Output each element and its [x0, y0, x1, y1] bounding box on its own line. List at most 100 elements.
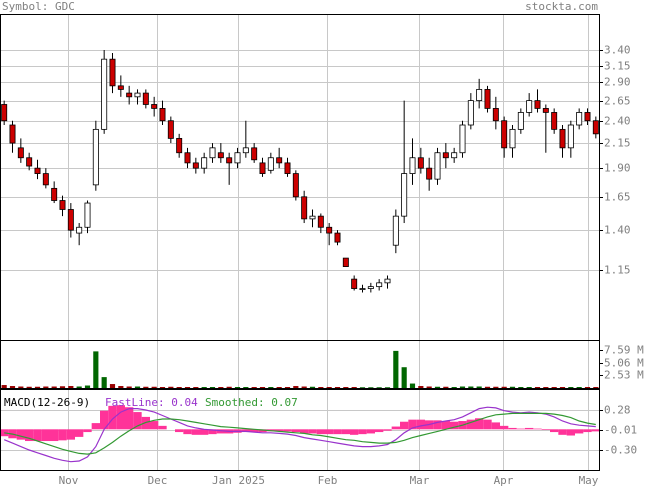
macd-histogram-bar: [350, 429, 359, 435]
macd-histogram-bar: [450, 421, 459, 430]
volume-bar: [476, 386, 482, 388]
candle-body: [267, 157, 274, 171]
volume-bar: [243, 387, 249, 388]
macd-histogram-bar: [550, 429, 559, 433]
volume-bar: [51, 386, 57, 388]
y-tick-label: 3.15: [604, 60, 631, 73]
candle-body: [384, 278, 391, 284]
macd-histogram-bar: [316, 429, 325, 435]
macd-line: [4, 412, 596, 455]
macd-histogram-bar: [291, 429, 300, 433]
candle-body: [484, 89, 491, 109]
candle-body: [559, 128, 566, 149]
macd-histogram-bar: [200, 429, 209, 435]
volume-bar: [576, 387, 582, 388]
candle-body: [217, 152, 224, 159]
volume-bar: [134, 386, 141, 388]
macd-histogram-bar: [583, 429, 592, 433]
y-tick-label: 1.15: [604, 264, 631, 277]
y-tick-label: 0.28: [604, 404, 631, 417]
macd-histogram-bar: [0, 429, 9, 437]
volume-bar: [309, 386, 316, 388]
macd-histogram-bar: [300, 429, 309, 434]
macd-histogram-bar: [441, 421, 450, 430]
candle-body: [551, 112, 558, 130]
candle-body: [209, 147, 216, 159]
volume-bar: [484, 386, 491, 388]
candle-body: [426, 167, 433, 180]
candle-body: [201, 157, 208, 169]
candle-body: [401, 173, 408, 217]
candle-body: [34, 167, 41, 174]
candle-body: [509, 128, 516, 149]
macd-histogram-bar: [525, 427, 534, 430]
volume-bar: [101, 377, 107, 388]
candle-body: [276, 157, 283, 164]
macd-histogram-bar: [308, 429, 317, 434]
volume-bar: [551, 387, 557, 388]
y-tick-label: 2.65: [604, 95, 631, 108]
volume-bar: [543, 387, 549, 388]
volume-bar: [526, 387, 532, 388]
macd-histogram-bar: [216, 429, 225, 434]
macd-histogram-bar: [475, 418, 484, 430]
macd-histogram-bar: [91, 423, 100, 430]
macd-histogram-bar: [341, 429, 350, 435]
legend-entry: Smoothed: 0.07: [205, 396, 298, 409]
candle-body: [167, 120, 174, 139]
macd-histogram-bar: [66, 429, 75, 440]
macd-histogram-bar: [391, 426, 400, 430]
candle-body: [301, 196, 308, 220]
candle-body: [42, 173, 49, 186]
macd-histogram-bar: [383, 429, 392, 431]
volume-bar: [126, 386, 132, 388]
macd-histogram-bar: [283, 429, 292, 432]
y-tick-label: -0.30: [604, 444, 637, 457]
volume-bar: [18, 386, 24, 388]
candle-body: [176, 137, 183, 154]
candle-body: [459, 124, 466, 154]
volume-bar: [434, 386, 441, 388]
volume-bar: [318, 387, 324, 388]
volume-bar: [193, 387, 199, 388]
macd-histogram-bar: [516, 428, 525, 430]
macd-histogram-bar: [183, 429, 192, 435]
candle-body: [534, 100, 541, 109]
candle-body: [151, 104, 158, 109]
macd-histogram-bar: [575, 429, 584, 434]
candle-body: [342, 257, 349, 267]
macd-histogram-bar: [566, 429, 575, 436]
candle-body: [251, 147, 258, 161]
volume-bar: [426, 386, 432, 388]
candle-body: [59, 200, 66, 210]
macd-histogram-bar: [250, 429, 259, 433]
candle-body: [526, 100, 533, 113]
volume-bar: [168, 386, 174, 388]
volume-bar: [43, 386, 49, 388]
macd-histogram-bar: [325, 429, 334, 435]
macd-histogram-bar: [433, 420, 442, 430]
macd-histogram-bar: [258, 429, 267, 433]
x-tick-label: Dec: [148, 474, 168, 486]
candle-body: [117, 85, 124, 90]
candle-body: [576, 112, 583, 126]
volume-bar: [418, 386, 424, 388]
volume-bar: [359, 387, 366, 388]
candle-body: [517, 112, 524, 130]
frame-layer: [0, 14, 600, 471]
candle-body: [367, 286, 374, 289]
macd-histogram-bar: [141, 416, 150, 430]
volume-bar: [184, 387, 191, 388]
volume-bar: [251, 387, 257, 388]
grid-layer: [0, 14, 600, 470]
candle-body: [592, 120, 599, 135]
candle-body: [126, 92, 133, 98]
volume-bar: [518, 387, 524, 388]
volume-bar: [534, 387, 541, 388]
macd-histogram-bar: [150, 421, 159, 430]
macd-line: [3, 406, 596, 463]
candle-body: [467, 100, 474, 126]
site-label: stockta.com: [525, 0, 598, 13]
y-tick-label: 2.53 M: [604, 369, 644, 382]
volume-bar: [176, 387, 182, 388]
